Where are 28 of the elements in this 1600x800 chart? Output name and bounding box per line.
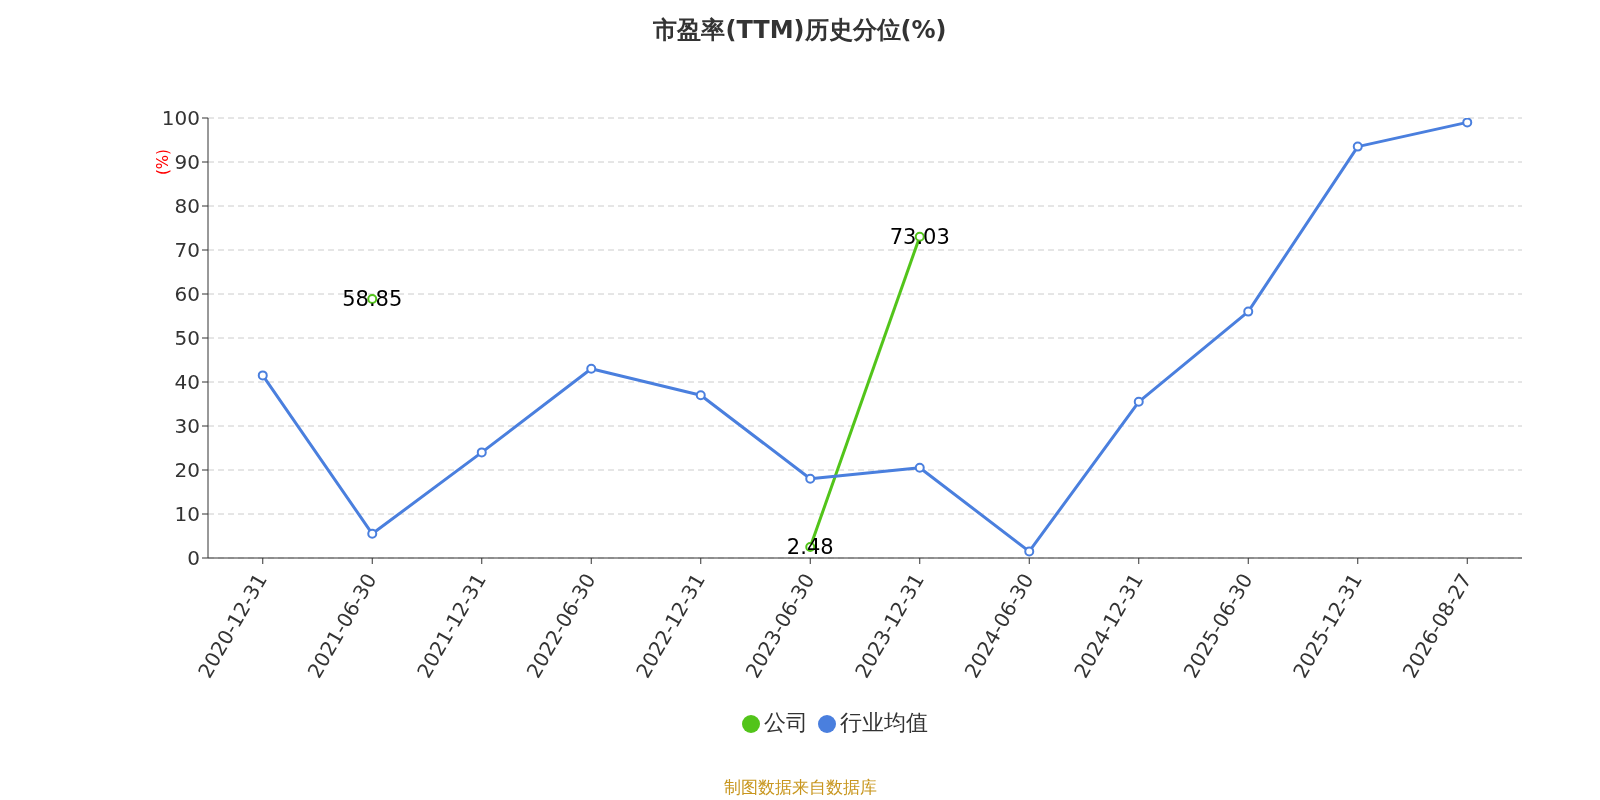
y-tick-label: 30 [174,414,200,439]
chart-title: 市盈率(TTM)历史分位(%) [652,15,948,46]
legend-label: 公司 [764,710,808,735]
text: 制图数据来自数据库 [722,776,878,799]
y-tick-label: 20 [174,458,200,483]
point [1352,141,1363,152]
point [805,473,816,484]
point [914,462,925,473]
point [1024,546,1035,557]
point [257,370,268,381]
y-tick-label: 80 [174,194,200,219]
y-tick-label: 10 [174,502,200,527]
legend-label: 行业均值 [840,710,928,735]
point [1243,306,1254,317]
point [1462,118,1473,128]
point [695,390,706,401]
point [586,363,597,374]
y-tick-label: 60 [174,282,200,307]
y-tick-label: 70 [174,238,200,263]
point [476,447,487,458]
y-tick-label: 50 [174,326,200,351]
y-tick-label: 0 [187,546,200,571]
y-tick-label: 100 [161,106,200,131]
y-tick-label: 90 [174,150,200,175]
point [1133,396,1144,407]
point [367,528,378,539]
y-tick-label: 40 [174,370,200,395]
y-axis-title: (%) [153,149,172,175]
